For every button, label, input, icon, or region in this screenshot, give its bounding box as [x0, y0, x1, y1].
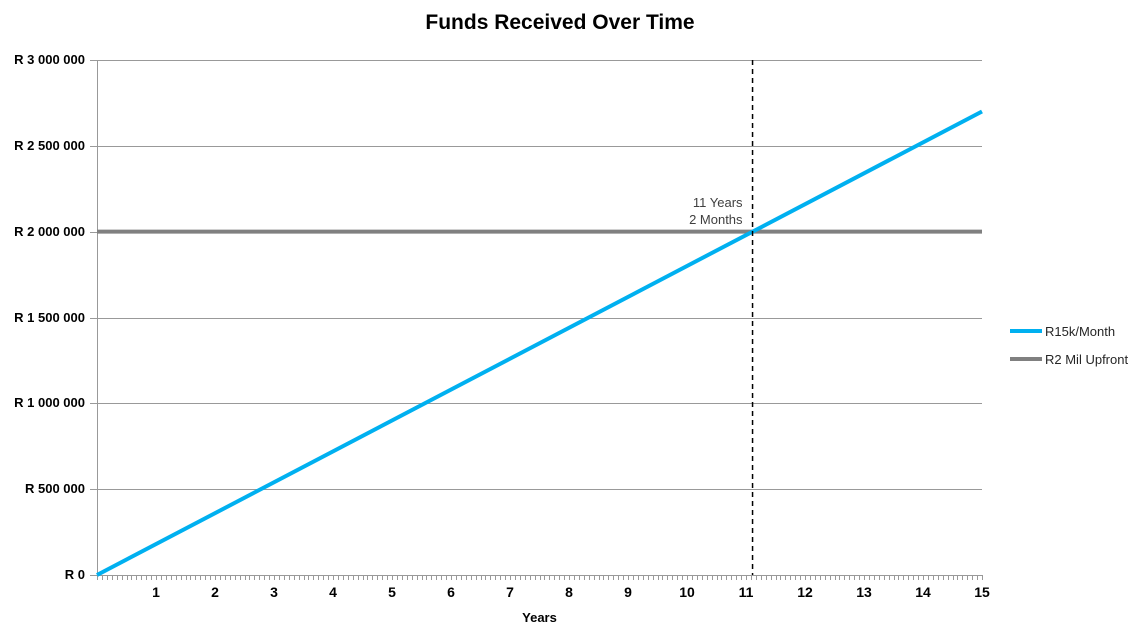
x-axis-tick-label: 15 [974, 584, 990, 600]
plot-area[interactable] [90, 60, 983, 580]
y-axis-tick-label: R 1 000 000 [14, 395, 85, 411]
x-axis-tick-label: 1 [152, 584, 160, 600]
y-axis-tick-label: R 2 500 000 [14, 137, 85, 153]
y-axis-tick-label: R 3 000 000 [14, 52, 85, 67]
intersection-annotation: 11 Years 2 Months [593, 194, 743, 228]
y-axis-tick-label: R 1 500 000 [14, 309, 85, 325]
x-axis-tick-label: 7 [506, 584, 514, 600]
chart-title: Funds Received Over Time [425, 11, 695, 34]
x-axis-tick-label: 14 [915, 584, 931, 600]
annotation-line-1: 11 Years [692, 194, 743, 210]
x-axis-tick-label: 5 [388, 584, 396, 600]
x-axis-tick-label: 13 [856, 584, 872, 600]
legend: R15k/Month R2 Mil Upfront [1010, 317, 1128, 373]
y-axis-tick-label: R 0 [64, 567, 85, 582]
x-axis-tick-label: 12 [797, 584, 813, 600]
legend-label-r2-mil-upfront: R2 Mil Upfront [1045, 351, 1129, 367]
legend-item-r15k-month[interactable]: R15k/Month [1010, 317, 1128, 345]
legend-item-r2-mil-upfront[interactable]: R2 Mil Upfront [1010, 345, 1128, 373]
x-axis-tick-label: 2 [211, 584, 219, 600]
x-axis-tick-label: 4 [329, 584, 337, 600]
y-axis-tick-label: R 500 000 [25, 481, 85, 497]
x-axis-tick-label: 10 [679, 584, 695, 600]
x-axis-tick-label: 3 [270, 584, 278, 600]
x-axis-tick-label: 9 [624, 584, 632, 600]
line-swatch-blue-icon [1010, 329, 1042, 333]
x-axis-tick-label: 8 [565, 584, 573, 600]
annotation-line-2: 2 Months [689, 211, 743, 227]
x-axis-tick-label: 11 [738, 584, 754, 600]
legend-label-r15k-month: R15k/Month [1045, 323, 1116, 339]
x-axis-tick-label: 6 [447, 584, 455, 600]
x-axis-title: Years [522, 610, 557, 625]
line-swatch-gray-icon [1010, 357, 1042, 361]
y-axis-tick-label: R 2 000 000 [14, 223, 85, 239]
